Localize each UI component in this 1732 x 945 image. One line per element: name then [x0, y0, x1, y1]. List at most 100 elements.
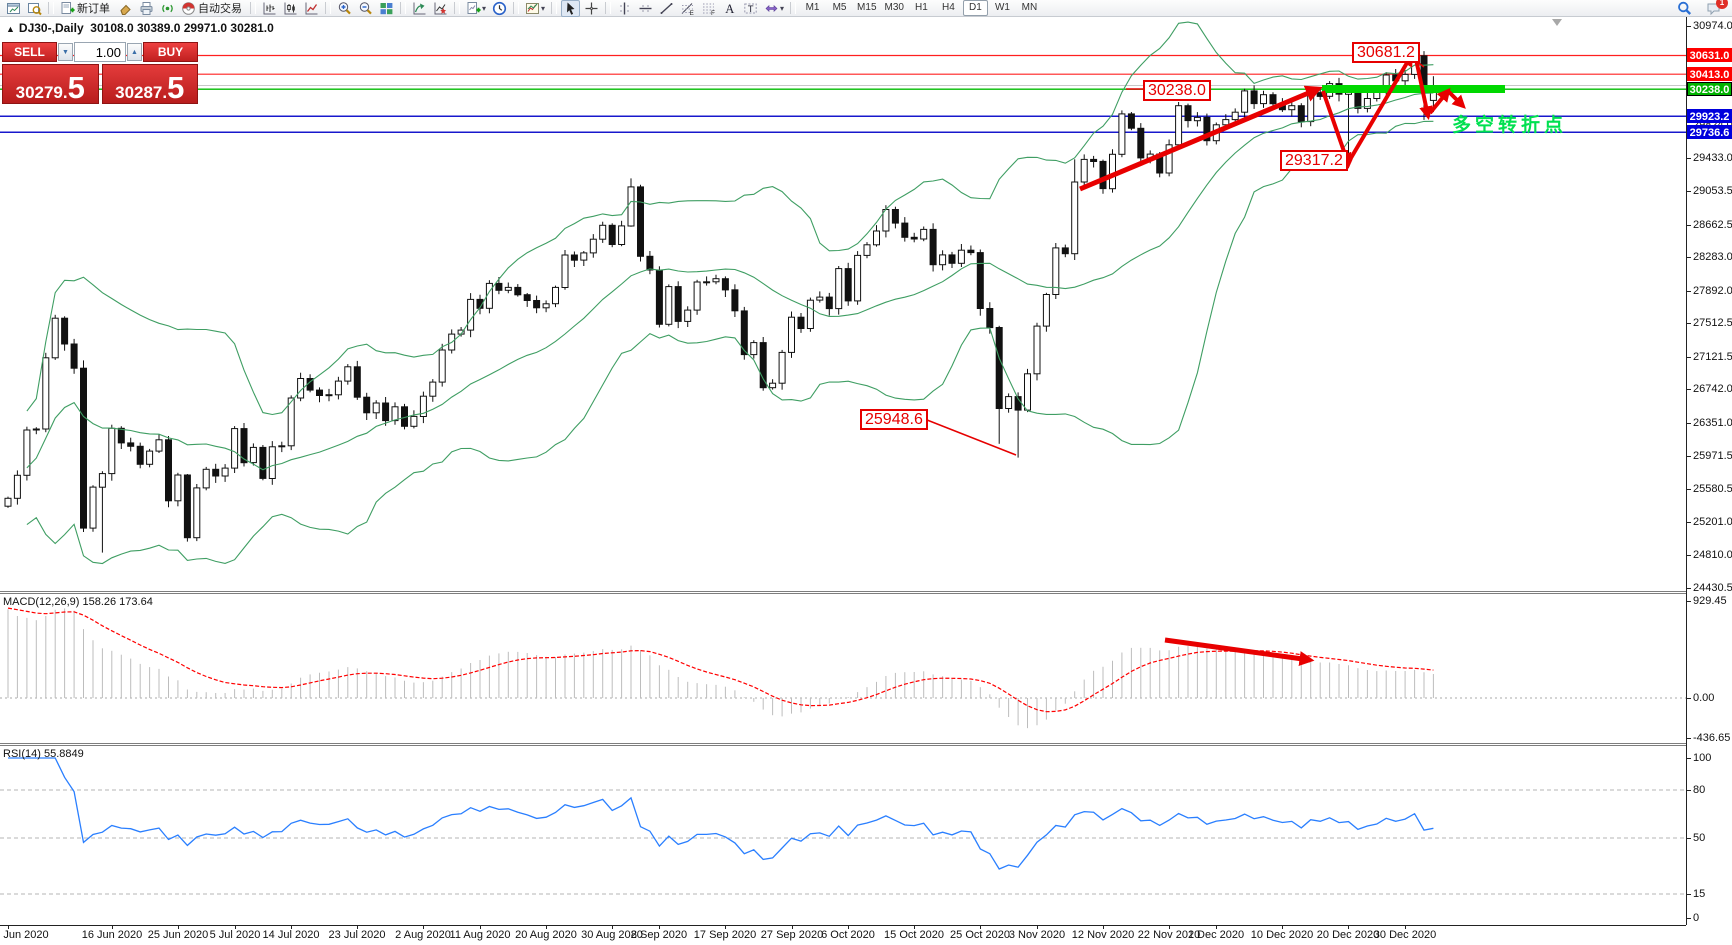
vline-button[interactable]	[615, 0, 634, 17]
timeframe-M30-button[interactable]: M30	[884, 2, 904, 13]
text-label-button[interactable]: T	[741, 0, 760, 17]
price-chart-canvas[interactable]	[0, 17, 1686, 591]
price-tick-label: 27512.5	[1693, 317, 1732, 329]
price-badge: 29736.6	[1687, 125, 1732, 139]
chevron-down-icon[interactable]: ▾	[482, 3, 487, 13]
price-axis[interactable]: 30974.030594.530215.029824.029433.029053…	[1686, 17, 1732, 925]
indicator-add-icon	[434, 2, 447, 14]
rsi-panel[interactable]	[0, 746, 1686, 925]
text-button[interactable]: A	[720, 0, 739, 17]
timeframe-M1-button[interactable]: M1	[805, 2, 820, 13]
timeframe-M5-button[interactable]: M5	[832, 2, 847, 13]
sell-button[interactable]: SELL	[2, 42, 57, 62]
price-badge: 29923.2	[1687, 109, 1732, 123]
chevron-down-icon[interactable]: ▾	[780, 3, 785, 13]
panel-separator[interactable]	[0, 591, 1732, 594]
print-button[interactable]	[137, 0, 156, 17]
alerts-button[interactable]	[158, 0, 177, 17]
toolbar-separator	[790, 2, 797, 14]
search-button[interactable]	[1675, 0, 1694, 17]
cursor-button[interactable]	[561, 0, 581, 17]
fibo-fan-button[interactable]: F	[699, 0, 718, 17]
axis-tick-mark	[792, 926, 793, 929]
price-tick-label: 24430.5	[1693, 582, 1732, 594]
hline-button[interactable]	[636, 0, 655, 17]
timeframe-H4-button[interactable]: H4	[942, 2, 955, 13]
zoom-in-button[interactable]	[335, 0, 354, 17]
crosshair-window-icon	[28, 2, 42, 15]
toolbar: 新订单 自动交易 ▾ ▾ E F A T ▾ M1 M5 M15 M30 H1 H4 D1 W1 MN 1	[0, 0, 1732, 17]
toolbar-separator	[250, 2, 256, 14]
sell-price[interactable]: 30279. 5	[2, 64, 99, 104]
shapes-button[interactable]: ▾	[762, 0, 786, 17]
buy-price[interactable]: 30287. 5	[101, 64, 198, 104]
new-order-button-label: 新订单	[77, 3, 110, 15]
indicators-button[interactable]	[410, 0, 429, 17]
auto-trading-button[interactable]: 自动交易	[179, 0, 246, 17]
toolbar-separator	[454, 2, 460, 14]
crosshair-button[interactable]	[582, 0, 601, 17]
timeframe-W1-button[interactable]: W1	[994, 2, 1010, 13]
axis-tick-mark	[725, 926, 726, 929]
macd-label: MACD(12,26,9) 158.26 173.64	[3, 596, 153, 608]
indicator-add-button[interactable]	[431, 0, 450, 17]
buy-button[interactable]: BUY	[143, 42, 198, 62]
panel-separator[interactable]	[0, 743, 1732, 746]
shapes-icon	[765, 4, 778, 12]
price-tick-label: 28662.5	[1693, 219, 1732, 231]
eraser-button[interactable]	[116, 0, 135, 17]
crosshair-icon	[585, 2, 598, 14]
axis-tick-mark	[1216, 926, 1217, 929]
objects-button[interactable]: ▾	[464, 0, 488, 17]
axis-tick-mark	[1687, 291, 1691, 292]
candle-chart-button[interactable]	[281, 0, 300, 17]
date-tick-label: 16 Jun 2020	[81, 929, 143, 941]
axis-tick-mark	[112, 926, 113, 929]
date-tick-label: 23 Jul 2020	[328, 929, 386, 941]
price-tick-label: 0	[1693, 912, 1700, 924]
trendline-button[interactable]	[657, 0, 676, 17]
printer-icon	[140, 1, 153, 15]
fibo-retracement-button[interactable]: E	[678, 0, 697, 17]
new-order-button[interactable]: 新订单	[58, 0, 114, 17]
chevron-down-icon[interactable]: ▾	[541, 3, 546, 13]
text-label-icon: T	[744, 3, 757, 15]
axis-tick-mark	[1687, 423, 1691, 424]
line-chart-icon	[305, 2, 318, 14]
collapse-arrow-icon[interactable]: ▲	[6, 24, 15, 34]
toolbar-separator	[48, 2, 54, 14]
date-tick-label: 25 Jun 2020	[147, 929, 209, 941]
chart-window-button[interactable]	[4, 0, 23, 17]
period-clock-button[interactable]	[490, 0, 509, 17]
zoom-in-icon	[338, 1, 351, 14]
axis-tick-mark	[1687, 758, 1691, 759]
line-chart-button[interactable]	[302, 0, 321, 17]
objects-add-icon	[467, 1, 481, 14]
price-tick-label: 25580.5	[1693, 483, 1732, 495]
timeframe-MN-button[interactable]: MN	[1021, 2, 1038, 13]
window-zoom-button[interactable]	[25, 0, 44, 17]
macd-panel[interactable]	[0, 594, 1686, 744]
bar-chart-button[interactable]	[260, 0, 279, 17]
volume-input[interactable]	[74, 42, 126, 62]
toolbar-separator	[400, 2, 406, 14]
timeframe-M15-button[interactable]: M15	[857, 2, 877, 13]
timeframe-H1-button[interactable]: H1	[915, 2, 928, 13]
profiles-button[interactable]: ▾	[523, 0, 547, 17]
volume-increase-button[interactable]: ▲	[127, 43, 142, 61]
cursor-icon	[567, 2, 575, 15]
chart-shift-marker[interactable]	[1552, 19, 1562, 26]
axis-tick-mark	[357, 926, 358, 929]
one-click-trading-panel: SELL ▼ ▲ BUY 30279.5 30287.5	[2, 42, 198, 104]
timeframe-D1-button[interactable]: D1	[962, 0, 988, 16]
date-axis[interactable]: Jun 2020 16 Jun 2020 25 Jun 2020 5 Jul 2020…	[0, 925, 1686, 945]
zoom-out-button[interactable]	[356, 0, 375, 17]
volume-decrease-button[interactable]: ▼	[58, 43, 73, 61]
axis-tick-mark	[1687, 357, 1691, 358]
chat-button[interactable]: 1	[1704, 0, 1728, 17]
axis-tick-mark	[1348, 926, 1349, 929]
tile-windows-button[interactable]	[377, 0, 396, 17]
date-tick-label: 6 Oct 2020	[821, 929, 875, 941]
axis-tick-mark	[480, 926, 481, 929]
text-a-icon: A	[725, 2, 734, 16]
